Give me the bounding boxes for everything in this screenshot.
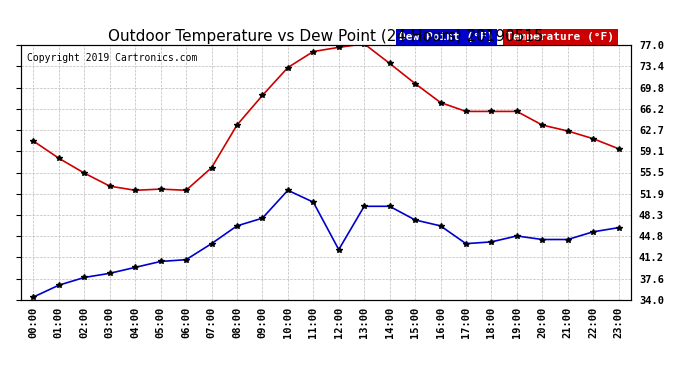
Title: Outdoor Temperature vs Dew Point (24 Hours) 20190515: Outdoor Temperature vs Dew Point (24 Hou… [108, 29, 544, 44]
Text: Temperature (°F): Temperature (°F) [506, 33, 614, 42]
Text: Copyright 2019 Cartronics.com: Copyright 2019 Cartronics.com [27, 53, 197, 63]
Text: Dew Point (°F): Dew Point (°F) [400, 32, 494, 42]
